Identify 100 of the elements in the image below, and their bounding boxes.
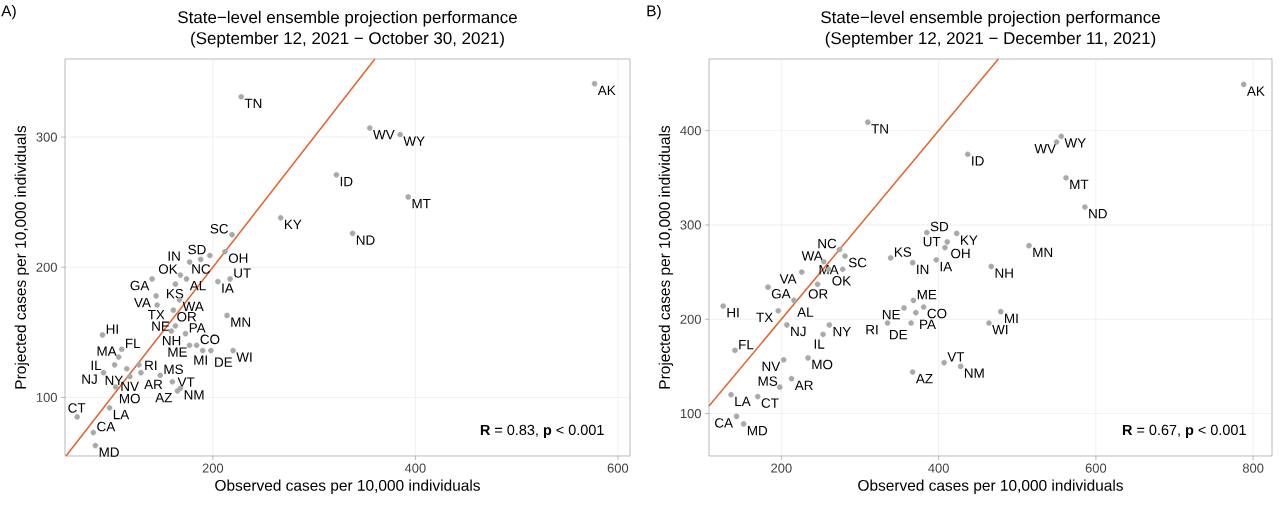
- point: [106, 405, 113, 411]
- point: [174, 388, 181, 394]
- annotation: PA: [189, 323, 206, 333]
- annotation: NV: [121, 381, 139, 391]
- annotation: AL: [797, 307, 814, 317]
- y-tick-label: 100: [36, 392, 57, 402]
- point: [733, 413, 740, 420]
- y-tick-label: 400: [680, 126, 701, 136]
- annotation: MT: [1070, 179, 1089, 190]
- annotation: MT: [412, 199, 431, 209]
- annotation: KS: [894, 247, 912, 257]
- annotation: ID: [972, 156, 984, 166]
- annotation: NH: [995, 268, 1013, 278]
- annotation: NJ: [82, 374, 97, 384]
- y-tick-label: 200: [36, 262, 57, 272]
- point: [924, 229, 930, 236]
- annotation: AZ: [915, 374, 933, 384]
- point: [908, 320, 914, 326]
- annotation: TX: [756, 312, 773, 323]
- annotation: R = 0.83, p < 0.001: [480, 424, 604, 438]
- point: [215, 278, 221, 285]
- point: [909, 369, 916, 375]
- point: [775, 307, 781, 314]
- point: [115, 354, 122, 360]
- annotation: IN: [168, 251, 180, 261]
- annotation: KY: [961, 235, 978, 245]
- point: [74, 414, 80, 420]
- annotation: WV: [1034, 144, 1056, 154]
- annotation: MD: [99, 447, 119, 457]
- x-tick-label: 200: [202, 463, 224, 473]
- point: [986, 320, 992, 326]
- point: [826, 322, 833, 328]
- annotation: IL: [91, 360, 102, 370]
- x-tick-label: 600: [607, 463, 629, 473]
- y-tick-label: 300: [36, 132, 57, 142]
- annotation: ME: [168, 347, 187, 357]
- annotation: GA: [771, 288, 791, 299]
- annotation: SD: [930, 221, 949, 232]
- annotation: ME: [917, 289, 937, 300]
- point: [887, 255, 894, 261]
- annotation: MS: [758, 376, 778, 386]
- point: [100, 369, 107, 376]
- point: [182, 330, 189, 337]
- point: [776, 384, 783, 390]
- point: [149, 276, 155, 282]
- annotation: OK: [832, 276, 852, 286]
- point: [1026, 242, 1032, 249]
- annotation: WY: [403, 136, 425, 146]
- annotation: SD: [188, 244, 206, 255]
- point: [728, 391, 734, 398]
- annotation: VA: [779, 274, 797, 284]
- point: [799, 269, 805, 275]
- point: [820, 331, 826, 338]
- point: [865, 119, 871, 125]
- annotation: MA: [97, 346, 117, 356]
- point: [123, 365, 130, 372]
- point: [277, 214, 284, 221]
- annotation: GA: [130, 280, 150, 291]
- point: [238, 93, 244, 100]
- annotation: NH: [162, 336, 181, 346]
- chart-title: State−level ensemble projection performance: [821, 10, 1160, 27]
- point: [920, 304, 927, 310]
- annotation: AK: [1246, 86, 1265, 96]
- chart-subtitle: (September 12, 2021 − December 11, 2021): [825, 31, 1156, 48]
- annotation: UT: [923, 237, 941, 247]
- point: [933, 257, 940, 263]
- annotation: ND: [356, 235, 375, 245]
- x-tick-label: 600: [1085, 463, 1107, 473]
- point: [791, 297, 797, 304]
- annotation: WY: [1064, 138, 1086, 148]
- point: [910, 297, 917, 304]
- point: [227, 276, 233, 282]
- annotation: WI: [236, 352, 252, 362]
- point: [732, 347, 738, 354]
- annotation: NE: [882, 309, 900, 320]
- point: [224, 312, 230, 319]
- point: [953, 230, 960, 237]
- annotation: WA: [182, 301, 204, 312]
- point: [964, 151, 971, 158]
- annotation: SC: [848, 257, 867, 268]
- point: [591, 80, 598, 87]
- point: [168, 328, 175, 334]
- annotation: NC: [192, 264, 211, 274]
- point: [222, 248, 228, 255]
- annotation: OR: [808, 289, 828, 299]
- point: [186, 259, 193, 265]
- point: [153, 293, 159, 299]
- annotation: FL: [739, 339, 754, 350]
- annotation: CT: [68, 403, 86, 413]
- annotation: LA: [735, 396, 751, 406]
- text: A): [1, 4, 16, 20]
- x-tick-label: 400: [404, 463, 426, 473]
- annotation: NJ: [791, 326, 806, 337]
- point: [99, 332, 106, 338]
- annotation: FL: [126, 338, 141, 349]
- point: [842, 253, 848, 259]
- chart-subtitle: (September 12, 2021 − October 30, 2021): [191, 31, 504, 48]
- annotation: MI: [1005, 313, 1018, 324]
- annotation: VT: [177, 377, 195, 387]
- annotation: PA: [920, 319, 936, 329]
